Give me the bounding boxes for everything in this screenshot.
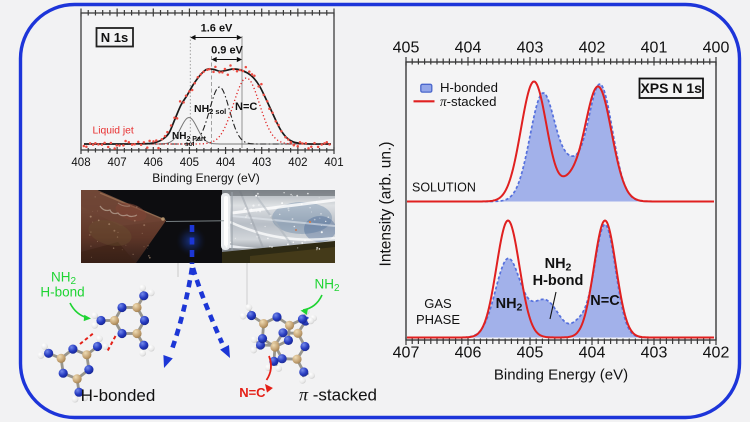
svg-text:1.6 eV: 1.6 eV: [201, 23, 233, 35]
svg-text:401: 401: [641, 40, 668, 57]
svg-text:Binding Energy (eV): Binding Energy (eV): [494, 367, 628, 384]
svg-text:405: 405: [393, 40, 420, 57]
svg-text:NH2 sol: NH2 sol: [194, 103, 226, 116]
svg-text:403: 403: [517, 40, 544, 57]
svg-text:404: 404: [579, 345, 606, 362]
svg-text:N=C: N=C: [239, 385, 266, 400]
svg-text:N=C: N=C: [590, 293, 620, 309]
svg-text:407: 407: [108, 157, 127, 169]
svg-text:405: 405: [517, 345, 544, 362]
svg-text:H-bonded: H-bonded: [440, 80, 498, 95]
svg-text:N 1s: N 1s: [101, 30, 128, 45]
svg-text:401: 401: [324, 157, 343, 169]
svg-text:403: 403: [641, 345, 668, 362]
svg-text:406: 406: [144, 157, 163, 169]
svg-text:407: 407: [393, 345, 420, 362]
svg-text:404: 404: [455, 40, 482, 57]
svg-text:SOLUTION: SOLUTION: [412, 181, 476, 195]
svg-text:π-stacked: π-stacked: [440, 94, 496, 109]
svg-text:404: 404: [216, 157, 236, 169]
svg-text:NH2: NH2: [314, 277, 340, 294]
svg-text:H-bonded: H-bonded: [81, 386, 156, 405]
svg-text:GAS: GAS: [424, 296, 452, 311]
svg-text:408: 408: [71, 157, 90, 169]
svg-text:N=C: N=C: [235, 101, 257, 113]
svg-text:406: 406: [455, 345, 482, 362]
svg-text:π -stacked: π -stacked: [299, 385, 377, 405]
svg-text:402: 402: [703, 345, 730, 362]
svg-text:NH2: NH2: [545, 256, 572, 274]
svg-text:XPS N 1s: XPS N 1s: [640, 80, 702, 96]
svg-text:402: 402: [579, 40, 606, 57]
svg-text:sol: sol: [185, 141, 195, 148]
svg-text:402: 402: [288, 157, 307, 169]
svg-text:403: 403: [252, 157, 271, 169]
svg-text:Liquid jet: Liquid jet: [93, 126, 134, 137]
svg-text:PHASE: PHASE: [416, 312, 460, 327]
svg-text:H-bond: H-bond: [40, 285, 84, 300]
svg-text:Binding Energy (eV): Binding Energy (eV): [152, 171, 259, 185]
svg-text:H-bond: H-bond: [533, 273, 584, 289]
svg-text:400: 400: [703, 40, 730, 57]
svg-text:NH2: NH2: [51, 270, 77, 287]
svg-text:405: 405: [180, 157, 199, 169]
svg-text:NH2: NH2: [496, 296, 523, 314]
svg-text:Intensity (arb. un.): Intensity (arb. un.): [378, 142, 395, 267]
svg-text:0.9 eV: 0.9 eV: [211, 45, 243, 57]
